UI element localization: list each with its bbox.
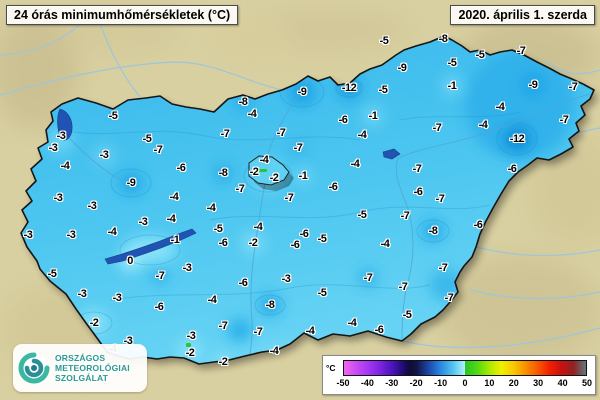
map-title-box: 24 órás minimumhőmérsékletek (°C) bbox=[6, 5, 239, 25]
colorbar-tick: 20 bbox=[508, 378, 519, 388]
colorbar-tick: -20 bbox=[409, 378, 423, 388]
omsz-logo-text: ORSZÁGOS METEOROLÓGIAI SZOLGÁLAT bbox=[55, 353, 130, 383]
colorbar-ticks: -50 -40 -30 -20 -10 0 10 20 30 40 50 bbox=[336, 376, 592, 389]
colorbar-gradient bbox=[343, 360, 587, 376]
map-date-box: 2020. április 1. szerda bbox=[450, 5, 595, 25]
colorbar-tick: 10 bbox=[484, 378, 495, 388]
logo-line-3: SZOLGÁLAT bbox=[55, 373, 109, 383]
omsz-swirl-icon bbox=[18, 352, 50, 384]
cold-blobs bbox=[119, 50, 575, 342]
map-date: 2020. április 1. szerda bbox=[458, 8, 587, 22]
logo-line-2: METEOROLÓGIAI bbox=[55, 363, 130, 373]
colorbar-tick: 0 bbox=[462, 378, 468, 388]
colorbar-tick: -50 bbox=[336, 378, 350, 388]
colorbar-box: °C -50 -40 -30 -20 -10 0 10 20 30 40 50 bbox=[322, 355, 596, 395]
colorbar-unit: °C bbox=[326, 363, 336, 373]
lake-tisza bbox=[382, 148, 401, 160]
colorbar-tick: 30 bbox=[533, 378, 544, 388]
map-title: 24 órás minimumhőmérsékletek (°C) bbox=[14, 8, 231, 22]
logo-line-1: ORSZÁGOS bbox=[55, 353, 106, 363]
omsz-logo-box: ORSZÁGOS METEOROLÓGIAI SZOLGÁLAT bbox=[13, 344, 147, 392]
lakes bbox=[57, 108, 401, 265]
colorbar-tick: -40 bbox=[360, 378, 374, 388]
lake-ferto bbox=[57, 108, 73, 141]
hungary-border bbox=[20, 35, 595, 365]
colorbar-tick: 40 bbox=[557, 378, 568, 388]
lake-balaton bbox=[104, 228, 197, 265]
colorbar-tick: -30 bbox=[385, 378, 399, 388]
colorbar-tick: -10 bbox=[434, 378, 448, 388]
colorbar-tick: 50 bbox=[581, 378, 593, 388]
contour-lines bbox=[61, 76, 538, 335]
